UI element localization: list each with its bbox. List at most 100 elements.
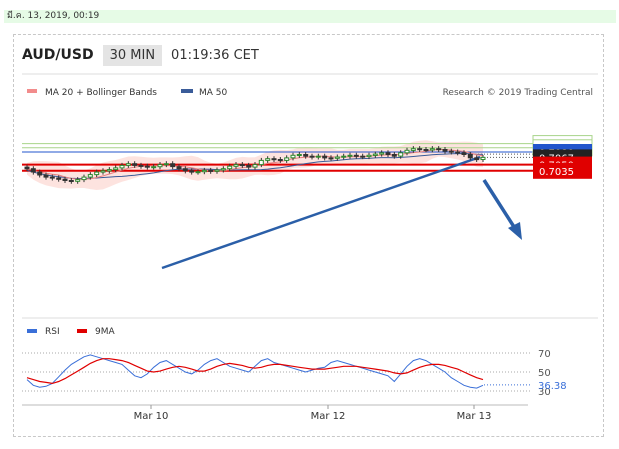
candle (303, 152, 309, 159)
candle (258, 157, 264, 168)
candle-body (258, 159, 264, 166)
candle-body (480, 156, 486, 160)
candle (296, 152, 302, 158)
candle (341, 153, 347, 160)
candle (328, 155, 334, 161)
candle-body (132, 163, 138, 166)
rsi-tick-label: 50 (538, 368, 551, 379)
candle (182, 166, 188, 174)
candle (163, 161, 169, 168)
candle (385, 150, 391, 157)
candle-body (455, 151, 461, 154)
candle (448, 148, 454, 155)
candle (68, 178, 74, 184)
candle-body (37, 171, 43, 176)
rsi-legend-swatch (27, 329, 37, 333)
candle (322, 153, 328, 161)
candle-body (290, 154, 296, 159)
candle-body (94, 171, 100, 176)
candle-body (271, 158, 277, 161)
rsi-lines: 36.38 (26, 354, 567, 392)
candle (366, 152, 372, 160)
candle (94, 169, 100, 178)
candle (201, 167, 207, 175)
projection-arrow (482, 179, 522, 240)
timeframe-button[interactable]: 30 MIN (102, 44, 163, 66)
candle (195, 169, 201, 175)
candle (372, 151, 378, 158)
symbol-label: AUD/USD (22, 47, 94, 63)
candle (62, 176, 68, 183)
candle-body (87, 174, 93, 178)
candle-body (398, 152, 404, 157)
candle-body (417, 148, 423, 151)
support-trendline (161, 155, 481, 270)
candle (100, 168, 106, 175)
candle (480, 154, 486, 162)
candle-body (43, 174, 49, 178)
candle-body (366, 154, 372, 158)
candle-body (233, 164, 239, 167)
candle-body (68, 180, 74, 182)
candle-body (284, 157, 290, 161)
candle-body (227, 165, 233, 170)
candle (398, 150, 404, 159)
candle (429, 146, 435, 153)
candle-body (138, 164, 144, 167)
rsi-ma-legend-swatch (77, 329, 87, 333)
candle-body (214, 169, 220, 172)
candle (132, 161, 138, 168)
candle (252, 162, 258, 170)
candle (290, 152, 296, 161)
candle (309, 153, 315, 160)
candle (391, 152, 397, 159)
chart-header: AUD/USD 30 MIN 01:19:36 CET (22, 44, 259, 66)
candle (246, 162, 252, 170)
x-ticks: Mar 10 Mar 12 Mar 13 (134, 405, 491, 422)
candle-body (201, 169, 207, 173)
candle-body (334, 156, 340, 159)
candle (24, 164, 30, 172)
candle (353, 152, 359, 159)
candle (170, 161, 176, 170)
candle-body (30, 168, 36, 173)
candle-body (277, 159, 283, 161)
candle (138, 162, 144, 169)
candle (474, 155, 480, 162)
candle-body (429, 148, 435, 151)
candle-body (113, 167, 119, 171)
candle (455, 149, 461, 156)
candle-body (436, 148, 442, 151)
candle-body (239, 164, 245, 167)
candle-body (315, 155, 321, 158)
candle (334, 154, 340, 161)
candle-body (176, 166, 182, 170)
candle (189, 168, 195, 175)
candle (461, 150, 467, 157)
date-bar: มี.ค. 13, 2019, 00:19 (4, 10, 616, 23)
candle-body (163, 163, 169, 166)
candle (467, 152, 473, 161)
candle-body (208, 169, 214, 172)
clock-label: 01:19:36 CET (171, 47, 259, 63)
candle-body (125, 163, 131, 166)
candle (271, 156, 277, 162)
candle-body (328, 157, 334, 160)
candle-body (474, 157, 480, 161)
candle (125, 161, 131, 168)
candle (442, 147, 448, 154)
candle (113, 165, 119, 173)
candle-body (442, 149, 448, 152)
level-labels: 0.71000.70900.70800.70750.70670.70500.70… (532, 135, 593, 179)
candle-body (372, 153, 378, 156)
candle (436, 146, 442, 152)
rsi-ma-path (26, 358, 484, 385)
candle-body (106, 169, 112, 172)
candle (284, 155, 290, 163)
candle (144, 163, 150, 170)
candle (157, 162, 163, 170)
candle (360, 153, 366, 160)
candle-body (309, 155, 315, 158)
rsi-path (26, 354, 484, 389)
